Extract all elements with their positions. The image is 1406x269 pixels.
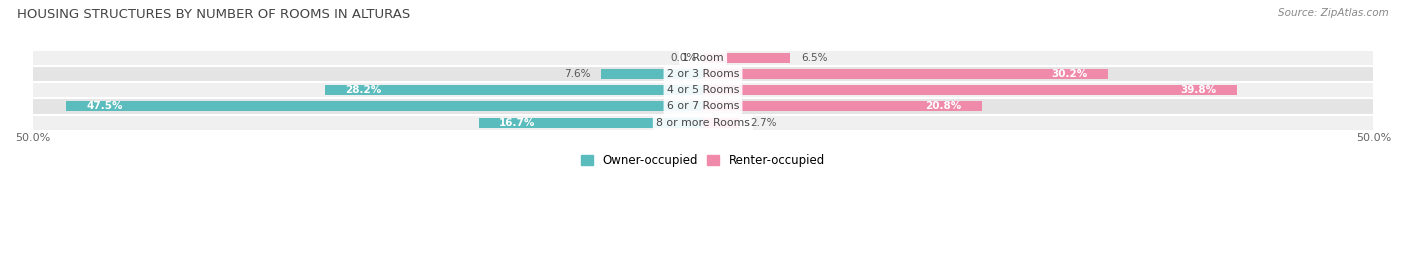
Bar: [703, 53, 790, 63]
Text: 8 or more Rooms: 8 or more Rooms: [657, 118, 749, 128]
Bar: [602, 69, 703, 79]
Text: 47.5%: 47.5%: [86, 101, 122, 111]
Text: 30.2%: 30.2%: [1052, 69, 1088, 79]
Text: 4 or 5 Rooms: 4 or 5 Rooms: [666, 85, 740, 95]
Text: 6.5%: 6.5%: [801, 53, 827, 63]
Text: Source: ZipAtlas.com: Source: ZipAtlas.com: [1278, 8, 1389, 18]
Text: 39.8%: 39.8%: [1181, 85, 1216, 95]
Text: 2 or 3 Rooms: 2 or 3 Rooms: [666, 69, 740, 79]
Text: 6 or 7 Rooms: 6 or 7 Rooms: [666, 101, 740, 111]
Bar: [66, 101, 703, 111]
Bar: [32, 50, 1374, 66]
Text: 1 Room: 1 Room: [682, 53, 724, 63]
Text: HOUSING STRUCTURES BY NUMBER OF ROOMS IN ALTURAS: HOUSING STRUCTURES BY NUMBER OF ROOMS IN…: [17, 8, 411, 21]
Bar: [703, 69, 1108, 79]
Bar: [32, 98, 1374, 115]
Text: 28.2%: 28.2%: [344, 85, 381, 95]
Text: 0.0%: 0.0%: [671, 53, 696, 63]
Bar: [32, 66, 1374, 82]
Bar: [703, 118, 740, 128]
Bar: [325, 85, 703, 95]
Text: 16.7%: 16.7%: [499, 118, 536, 128]
Text: 7.6%: 7.6%: [564, 69, 591, 79]
Bar: [32, 82, 1374, 98]
Bar: [703, 101, 981, 111]
Legend: Owner-occupied, Renter-occupied: Owner-occupied, Renter-occupied: [581, 154, 825, 167]
Text: 20.8%: 20.8%: [925, 101, 962, 111]
Bar: [32, 115, 1374, 131]
Bar: [703, 85, 1237, 95]
Text: 2.7%: 2.7%: [749, 118, 776, 128]
Bar: [479, 118, 703, 128]
